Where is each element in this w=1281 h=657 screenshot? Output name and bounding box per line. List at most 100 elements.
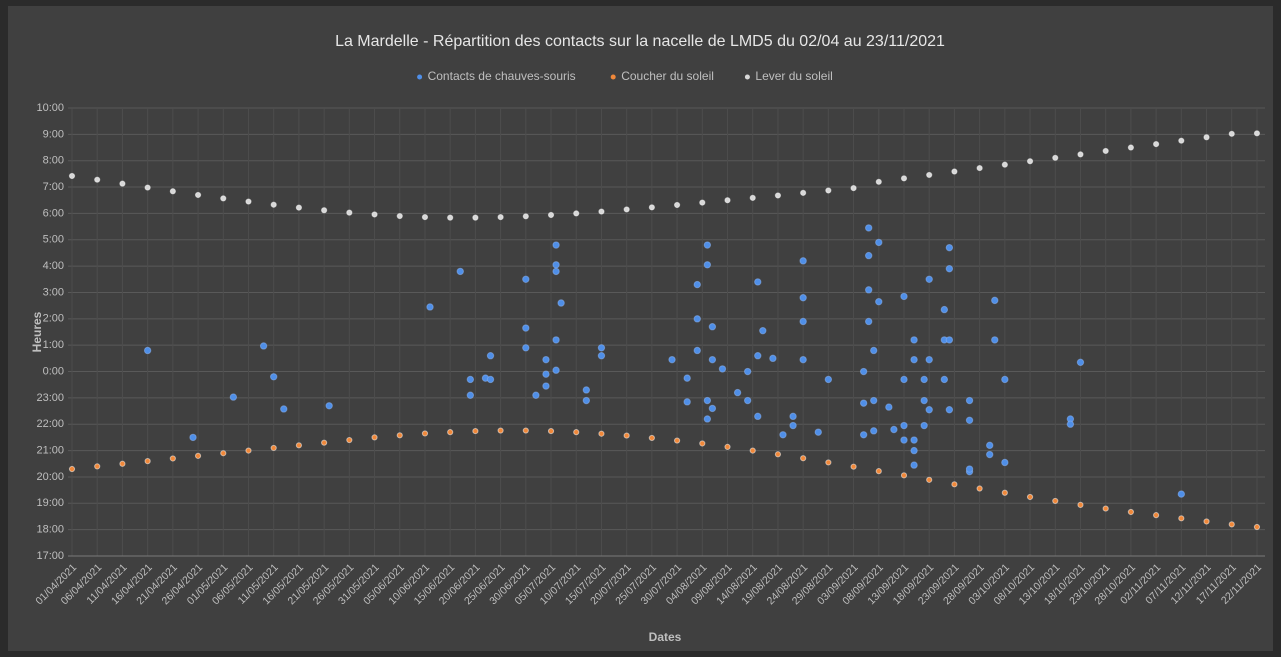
point [421, 430, 429, 437]
point [900, 436, 908, 444]
point [169, 455, 176, 462]
y-tick-label: 6:00 [43, 207, 64, 219]
point [673, 201, 681, 209]
point [733, 388, 742, 397]
point [976, 485, 983, 492]
point [542, 355, 550, 364]
point [799, 317, 807, 326]
point [1228, 130, 1235, 137]
point [870, 346, 878, 355]
point [426, 303, 434, 311]
y-tick-label: 22:00 [36, 418, 64, 430]
chart-title: La Mardelle - Répartition des contacts s… [335, 33, 945, 50]
point [951, 481, 958, 488]
point [910, 336, 918, 344]
point [557, 299, 565, 307]
y-tick-label: 8:00 [43, 155, 64, 167]
y-tick-label: 23:00 [36, 392, 64, 404]
point [648, 204, 655, 211]
point [703, 241, 712, 249]
point [900, 472, 908, 479]
point [1066, 420, 1075, 428]
point [870, 427, 878, 435]
point [789, 412, 797, 421]
point [1127, 144, 1134, 151]
point [870, 396, 878, 405]
point [522, 427, 529, 434]
point [925, 275, 933, 283]
point [875, 178, 882, 185]
point [800, 189, 807, 196]
point [789, 421, 797, 430]
y-tick-label: 4:00 [43, 260, 64, 272]
point [673, 437, 681, 444]
point [1026, 158, 1034, 165]
point [910, 436, 918, 444]
point [270, 201, 277, 208]
point [497, 427, 504, 434]
point [1102, 147, 1109, 155]
point [466, 375, 475, 384]
point [986, 450, 994, 459]
point [1203, 134, 1210, 141]
point [703, 261, 712, 269]
point [668, 355, 676, 364]
point [864, 317, 873, 326]
point [371, 434, 378, 441]
legend-marker [417, 74, 423, 80]
y-tick-label: 10:00 [36, 102, 64, 114]
point [885, 403, 893, 411]
point [965, 416, 974, 424]
point [693, 280, 701, 289]
point [522, 213, 529, 220]
point [68, 465, 76, 473]
point [325, 402, 333, 410]
point [699, 199, 706, 206]
point [1001, 161, 1008, 168]
point [920, 421, 928, 430]
point [724, 197, 731, 204]
point [259, 342, 268, 350]
legend-label: Contacts de chauves-souris [428, 69, 576, 83]
point [597, 352, 606, 360]
point [693, 315, 701, 323]
point [940, 375, 949, 384]
point [683, 398, 691, 406]
point [269, 373, 278, 381]
point [598, 430, 605, 437]
point [799, 294, 807, 302]
point [743, 367, 752, 376]
point [940, 305, 949, 314]
y-tick-label: 7:00 [43, 181, 64, 193]
point [759, 326, 767, 335]
point [396, 432, 403, 439]
point [144, 458, 151, 465]
point [926, 171, 933, 179]
legend-marker [744, 74, 750, 80]
point [582, 386, 591, 394]
point [951, 168, 958, 175]
point [900, 292, 908, 301]
point [743, 396, 752, 405]
point [864, 251, 873, 260]
x-axis-label: Dates [649, 630, 682, 644]
point [1177, 490, 1186, 498]
point [486, 375, 495, 384]
point [542, 382, 550, 390]
point [456, 267, 464, 276]
point [597, 344, 606, 352]
point [991, 336, 999, 344]
point [708, 355, 717, 364]
point [144, 184, 151, 191]
point [1076, 358, 1085, 367]
point [1001, 489, 1008, 496]
point [900, 175, 908, 182]
point [859, 399, 868, 407]
point [779, 431, 787, 439]
point [346, 209, 353, 216]
point [245, 447, 252, 454]
point [1253, 523, 1261, 531]
point [749, 194, 756, 201]
point [472, 214, 479, 221]
point [220, 195, 227, 202]
